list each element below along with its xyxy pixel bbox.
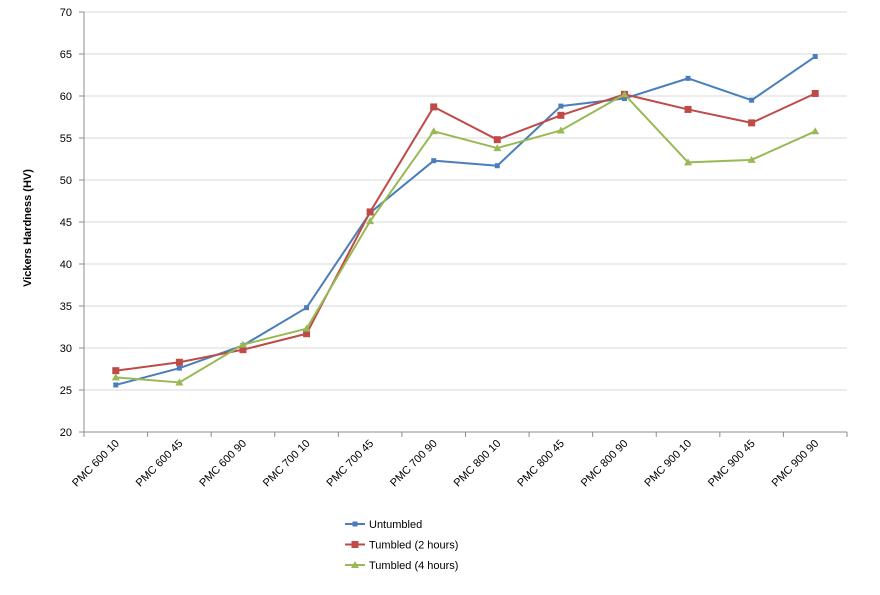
y-tick-label: 25 xyxy=(60,385,72,397)
legend-label-2: Tumbled (2 hours) xyxy=(369,540,458,552)
legend: Untumbled Tumbled (2 hours) Tumbled (4 hou… xyxy=(345,519,458,572)
series-line-2 xyxy=(115,92,816,372)
data-point-series-3 xyxy=(175,378,184,386)
legend-marker-1 xyxy=(352,521,358,527)
data-point-series-2 xyxy=(557,111,565,119)
data-point-series-2 xyxy=(430,103,438,111)
y-tick-labels: 20 25 30 35 40 45 50 55 60 65 70 xyxy=(60,7,72,439)
gridlines xyxy=(84,11,847,391)
series-lines xyxy=(115,55,816,386)
x-tick-label: PMC 900 10 xyxy=(642,438,694,490)
data-point-series-2 xyxy=(684,105,692,113)
x-tick-label: PMC 700 90 xyxy=(388,438,440,490)
y-tick-label: 50 xyxy=(60,175,72,187)
data-point-series-1 xyxy=(113,382,119,388)
y-tick-label: 70 xyxy=(60,7,72,19)
x-tick-label: PMC 600 10 xyxy=(70,438,122,490)
x-tick-label: PMC 700 10 xyxy=(261,438,313,490)
data-point-series-1 xyxy=(812,54,818,60)
y-tick-label: 45 xyxy=(60,217,72,229)
data-point-series-2 xyxy=(811,89,819,97)
data-point-series-3 xyxy=(111,373,120,381)
series-line-1 xyxy=(115,55,816,386)
data-point-series-1 xyxy=(558,103,564,109)
series-line-3 xyxy=(115,93,816,384)
y-tick-label: 35 xyxy=(60,301,72,313)
y-tick-label: 55 xyxy=(60,133,72,145)
x-tick-label: PMC 700 45 xyxy=(325,438,377,490)
legend-marker-2 xyxy=(351,541,359,548)
series-markers xyxy=(111,54,820,388)
data-point-series-2 xyxy=(303,330,311,338)
x-tick-label: PMC 900 45 xyxy=(706,438,758,490)
x-tick-label: PMC 800 90 xyxy=(579,438,631,490)
data-point-series-3 xyxy=(493,144,502,152)
y-tick-label: 60 xyxy=(60,91,72,103)
x-tick-labels: PMC 600 10 PMC 600 45 PMC 600 90 PMC 700 10… xyxy=(70,438,821,490)
data-point-series-2 xyxy=(112,367,120,375)
x-tick-label: PMC 900 90 xyxy=(770,438,822,490)
data-point-series-2 xyxy=(239,346,247,354)
data-point-series-3 xyxy=(811,127,820,135)
data-point-series-1 xyxy=(685,75,691,81)
data-point-series-2 xyxy=(366,208,374,216)
x-tick-label: PMC 600 90 xyxy=(197,438,249,490)
x-tick-label: PMC 800 45 xyxy=(515,438,567,490)
data-point-series-3 xyxy=(238,340,247,348)
data-point-series-2 xyxy=(748,119,756,127)
x-tick-label: PMC 800 10 xyxy=(452,438,504,490)
y-tick-label: 40 xyxy=(60,259,72,271)
data-point-series-3 xyxy=(366,217,375,225)
legend-marker-3 xyxy=(351,561,359,568)
data-point-series-1 xyxy=(304,305,310,311)
data-point-series-1 xyxy=(494,163,500,169)
legend-label-3: Tumbled (4 hours) xyxy=(369,560,458,572)
data-point-series-3 xyxy=(429,127,438,135)
data-point-series-3 xyxy=(302,324,311,332)
axes xyxy=(79,11,848,437)
data-point-series-2 xyxy=(493,136,501,144)
legend-label-1: Untumbled xyxy=(369,519,422,531)
data-point-series-3 xyxy=(556,126,565,134)
y-tick-label: 20 xyxy=(60,427,72,439)
data-point-series-3 xyxy=(684,158,693,166)
data-point-series-3 xyxy=(620,90,629,98)
y-tick-label: 65 xyxy=(60,49,72,61)
y-tick-label: 30 xyxy=(60,343,72,355)
x-tick-label: PMC 600 45 xyxy=(134,438,186,490)
data-point-series-1 xyxy=(621,96,627,102)
data-point-series-2 xyxy=(175,358,183,366)
data-point-series-3 xyxy=(747,155,756,163)
y-axis-title: Vickers Hardness (HV) xyxy=(22,169,34,287)
data-point-series-1 xyxy=(431,158,437,164)
data-point-series-1 xyxy=(749,97,755,103)
data-point-series-1 xyxy=(176,365,182,371)
